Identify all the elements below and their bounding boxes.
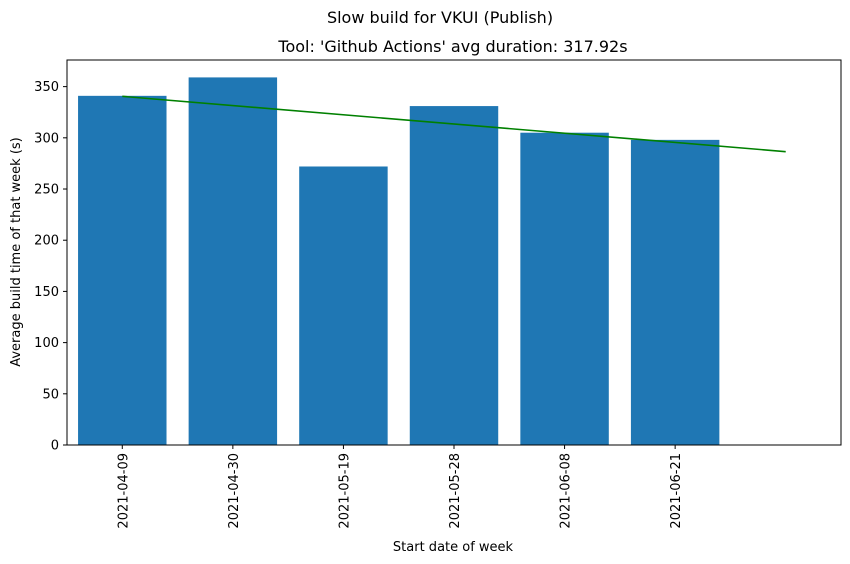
bar [520,132,609,445]
bar [299,166,388,445]
y-tick-label: 250 [34,183,59,198]
chart-suptitle: Slow build for VKUI (Publish) [327,8,553,27]
plot-frame [66,59,842,446]
y-tick-label: 100 [34,336,59,351]
y-tick-label: 150 [34,285,59,300]
x-tick-label: 2021-05-19 [337,453,352,529]
y-tick-label: 200 [34,234,59,249]
y-tick-label: 300 [34,131,59,146]
chart-title: Tool: 'Github Actions' avg duration: 317… [277,37,627,56]
bar [78,95,167,445]
x-tick-label: 2021-04-30 [227,453,242,529]
x-tick-label: 2021-05-28 [448,453,463,529]
x-tick-label: 2021-04-09 [116,453,131,529]
bar [409,106,499,446]
plot-area: 0 50 100 150 200 250 300 350 2021-04-09 2021-04-3… [34,77,786,529]
y-axis-label: Average build time of that week (s) [9,137,24,367]
x-tick-label: 2021-06-08 [559,453,574,529]
x-tick-label: 2021-06-21 [669,453,684,529]
y-tick-label: 50 [42,387,59,402]
trend-line [122,95,786,153]
x-axis-label: Start date of week [393,540,514,555]
bar [188,77,278,445]
y-tick-label: 350 [34,80,59,95]
y-tick-label: 0 [51,439,59,454]
bar [630,139,720,446]
